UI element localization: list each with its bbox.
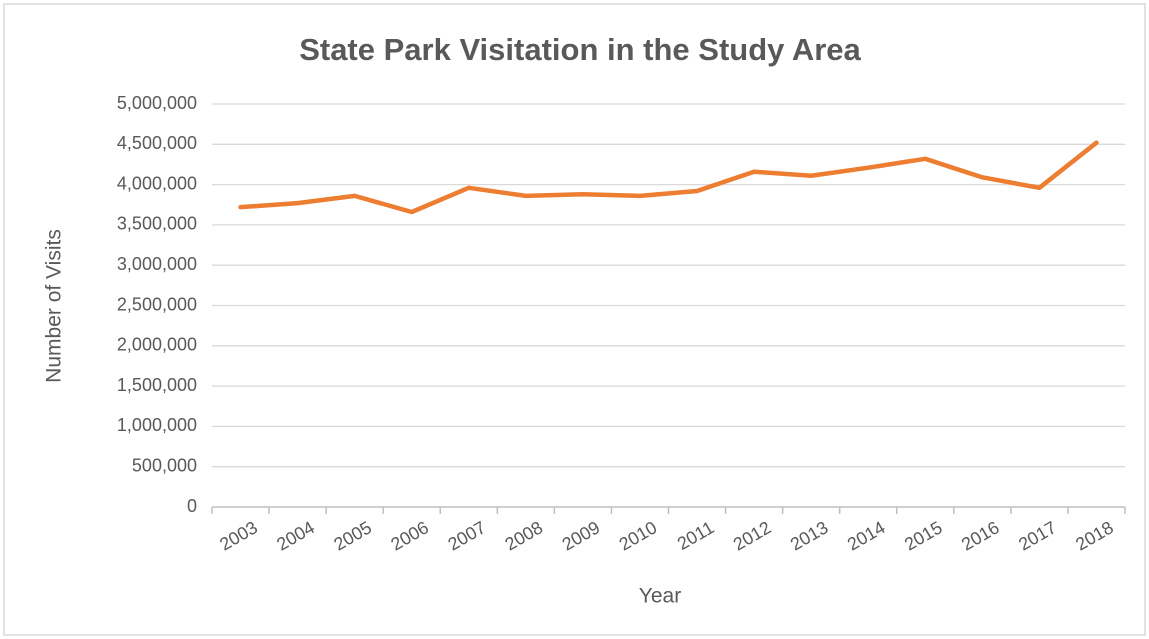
chart-title: State Park Visitation in the Study Area [299,32,861,67]
y-axis-title: Number of Visits [43,229,66,383]
y-tick-label: 4,500,000 [117,133,197,153]
y-tick-label: 500,000 [132,455,197,475]
y-tick-label: 3,000,000 [117,254,197,274]
data-line [238,140,1099,215]
y-tick-label: 2,500,000 [117,294,197,314]
y-tick-label: 5,000,000 [117,93,197,113]
y-tick-label: 1,500,000 [117,375,197,395]
chart-frame [3,3,1146,636]
x-axis-title: Year [639,585,681,608]
y-tick-label: 0 [187,496,197,516]
y-tick-label: 2,000,000 [117,335,197,355]
y-tick-label: 1,000,000 [117,415,197,435]
y-tick-label: 4,000,000 [117,173,197,193]
y-tick-label: 3,500,000 [117,214,197,234]
